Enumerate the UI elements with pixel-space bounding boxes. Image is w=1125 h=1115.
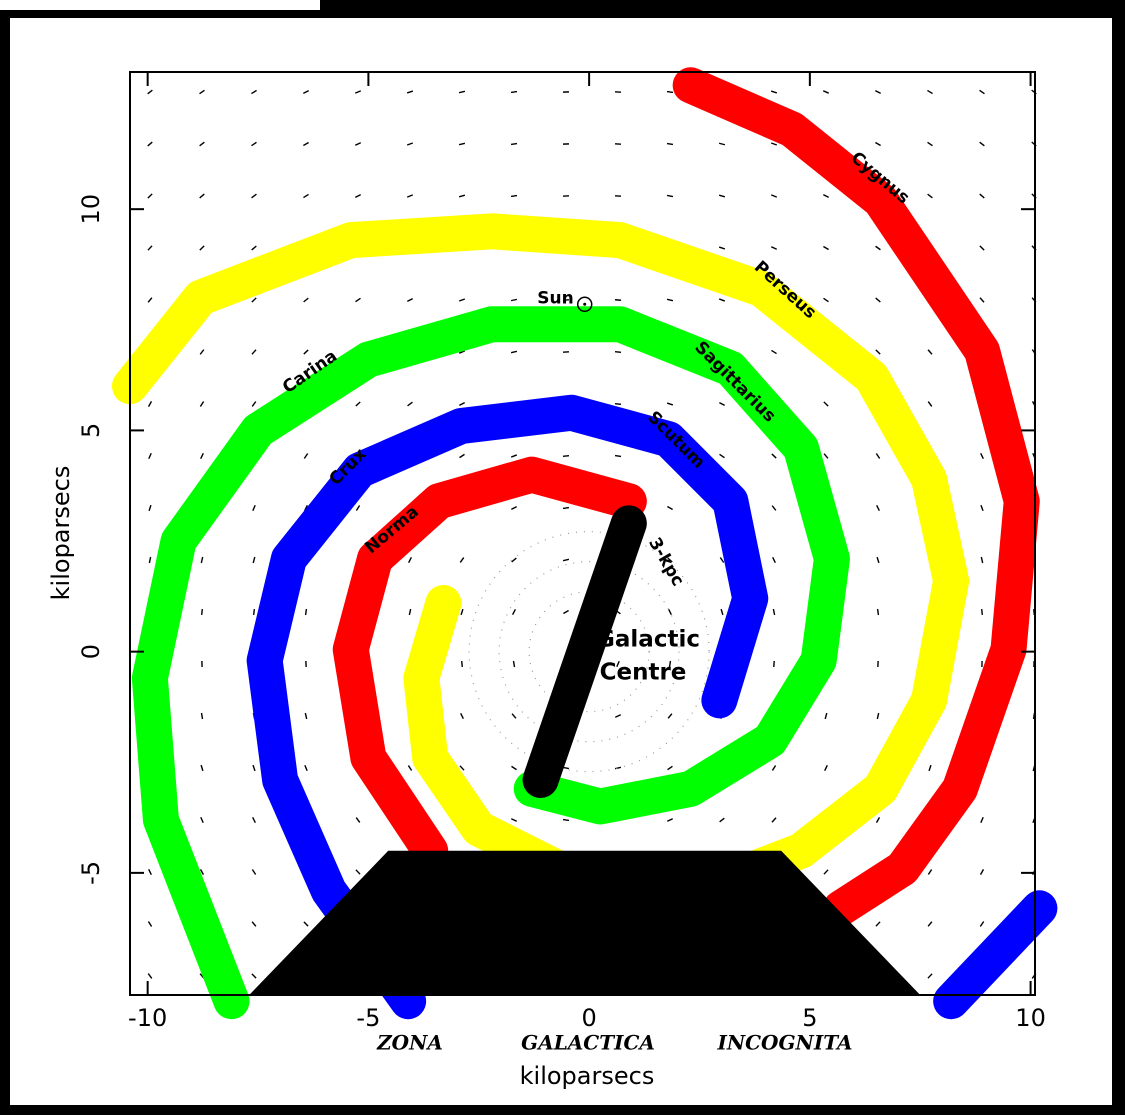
- x-axis-label: kiloparsecs: [520, 1062, 655, 1090]
- zone-label: GALACTICA: [521, 1031, 655, 1055]
- field-dash: [462, 661, 463, 667]
- field-dash: [878, 609, 879, 615]
- y-tick-label: 10: [77, 194, 105, 225]
- field-dash: [511, 196, 517, 197]
- sun-dot: [583, 303, 586, 306]
- field-dash: [306, 609, 307, 615]
- y-tick-label: 0: [77, 644, 105, 659]
- chart: kiloparsecs kiloparsecs -10 -5 0 5 10 -5 0 5 10 C…: [0, 0, 1125, 1115]
- page: {"chart_data": { "type": "arms", "xlabel…: [0, 0, 1125, 1115]
- x-tick-label: -5: [356, 1004, 380, 1032]
- zone-label: ZONA: [376, 1031, 443, 1055]
- field-dash: [615, 456, 621, 457]
- field-dash: [563, 820, 569, 821]
- field-dash: [563, 456, 569, 457]
- field-dash: [982, 609, 983, 615]
- top-strip: [0, 0, 320, 10]
- sun-label: Sun: [537, 288, 573, 308]
- field-dash: [667, 144, 673, 145]
- field-dash: [254, 609, 255, 615]
- field-dash: [202, 609, 203, 615]
- field-dash: [615, 404, 621, 405]
- zone-label: INCOGNITA: [717, 1031, 853, 1055]
- x-tick-label: 5: [802, 1004, 817, 1032]
- field-dash: [202, 713, 203, 719]
- y-tick-label: 5: [77, 423, 105, 438]
- field-dash: [615, 352, 621, 353]
- field-dash: [514, 661, 515, 667]
- y-axis-label: kiloparsecs: [47, 466, 75, 601]
- x-tick-label: -10: [128, 1004, 167, 1032]
- x-tick-label: 10: [1015, 1004, 1046, 1032]
- y-tick-label: -5: [77, 861, 105, 885]
- arm-label: Galactic: [596, 627, 700, 653]
- field-dash: [563, 508, 569, 509]
- arm-label: Centre: [600, 660, 687, 686]
- field-dash: [667, 92, 673, 93]
- x-tick-label: 0: [581, 1004, 596, 1032]
- field-dash: [511, 92, 517, 93]
- field-dash: [511, 144, 517, 145]
